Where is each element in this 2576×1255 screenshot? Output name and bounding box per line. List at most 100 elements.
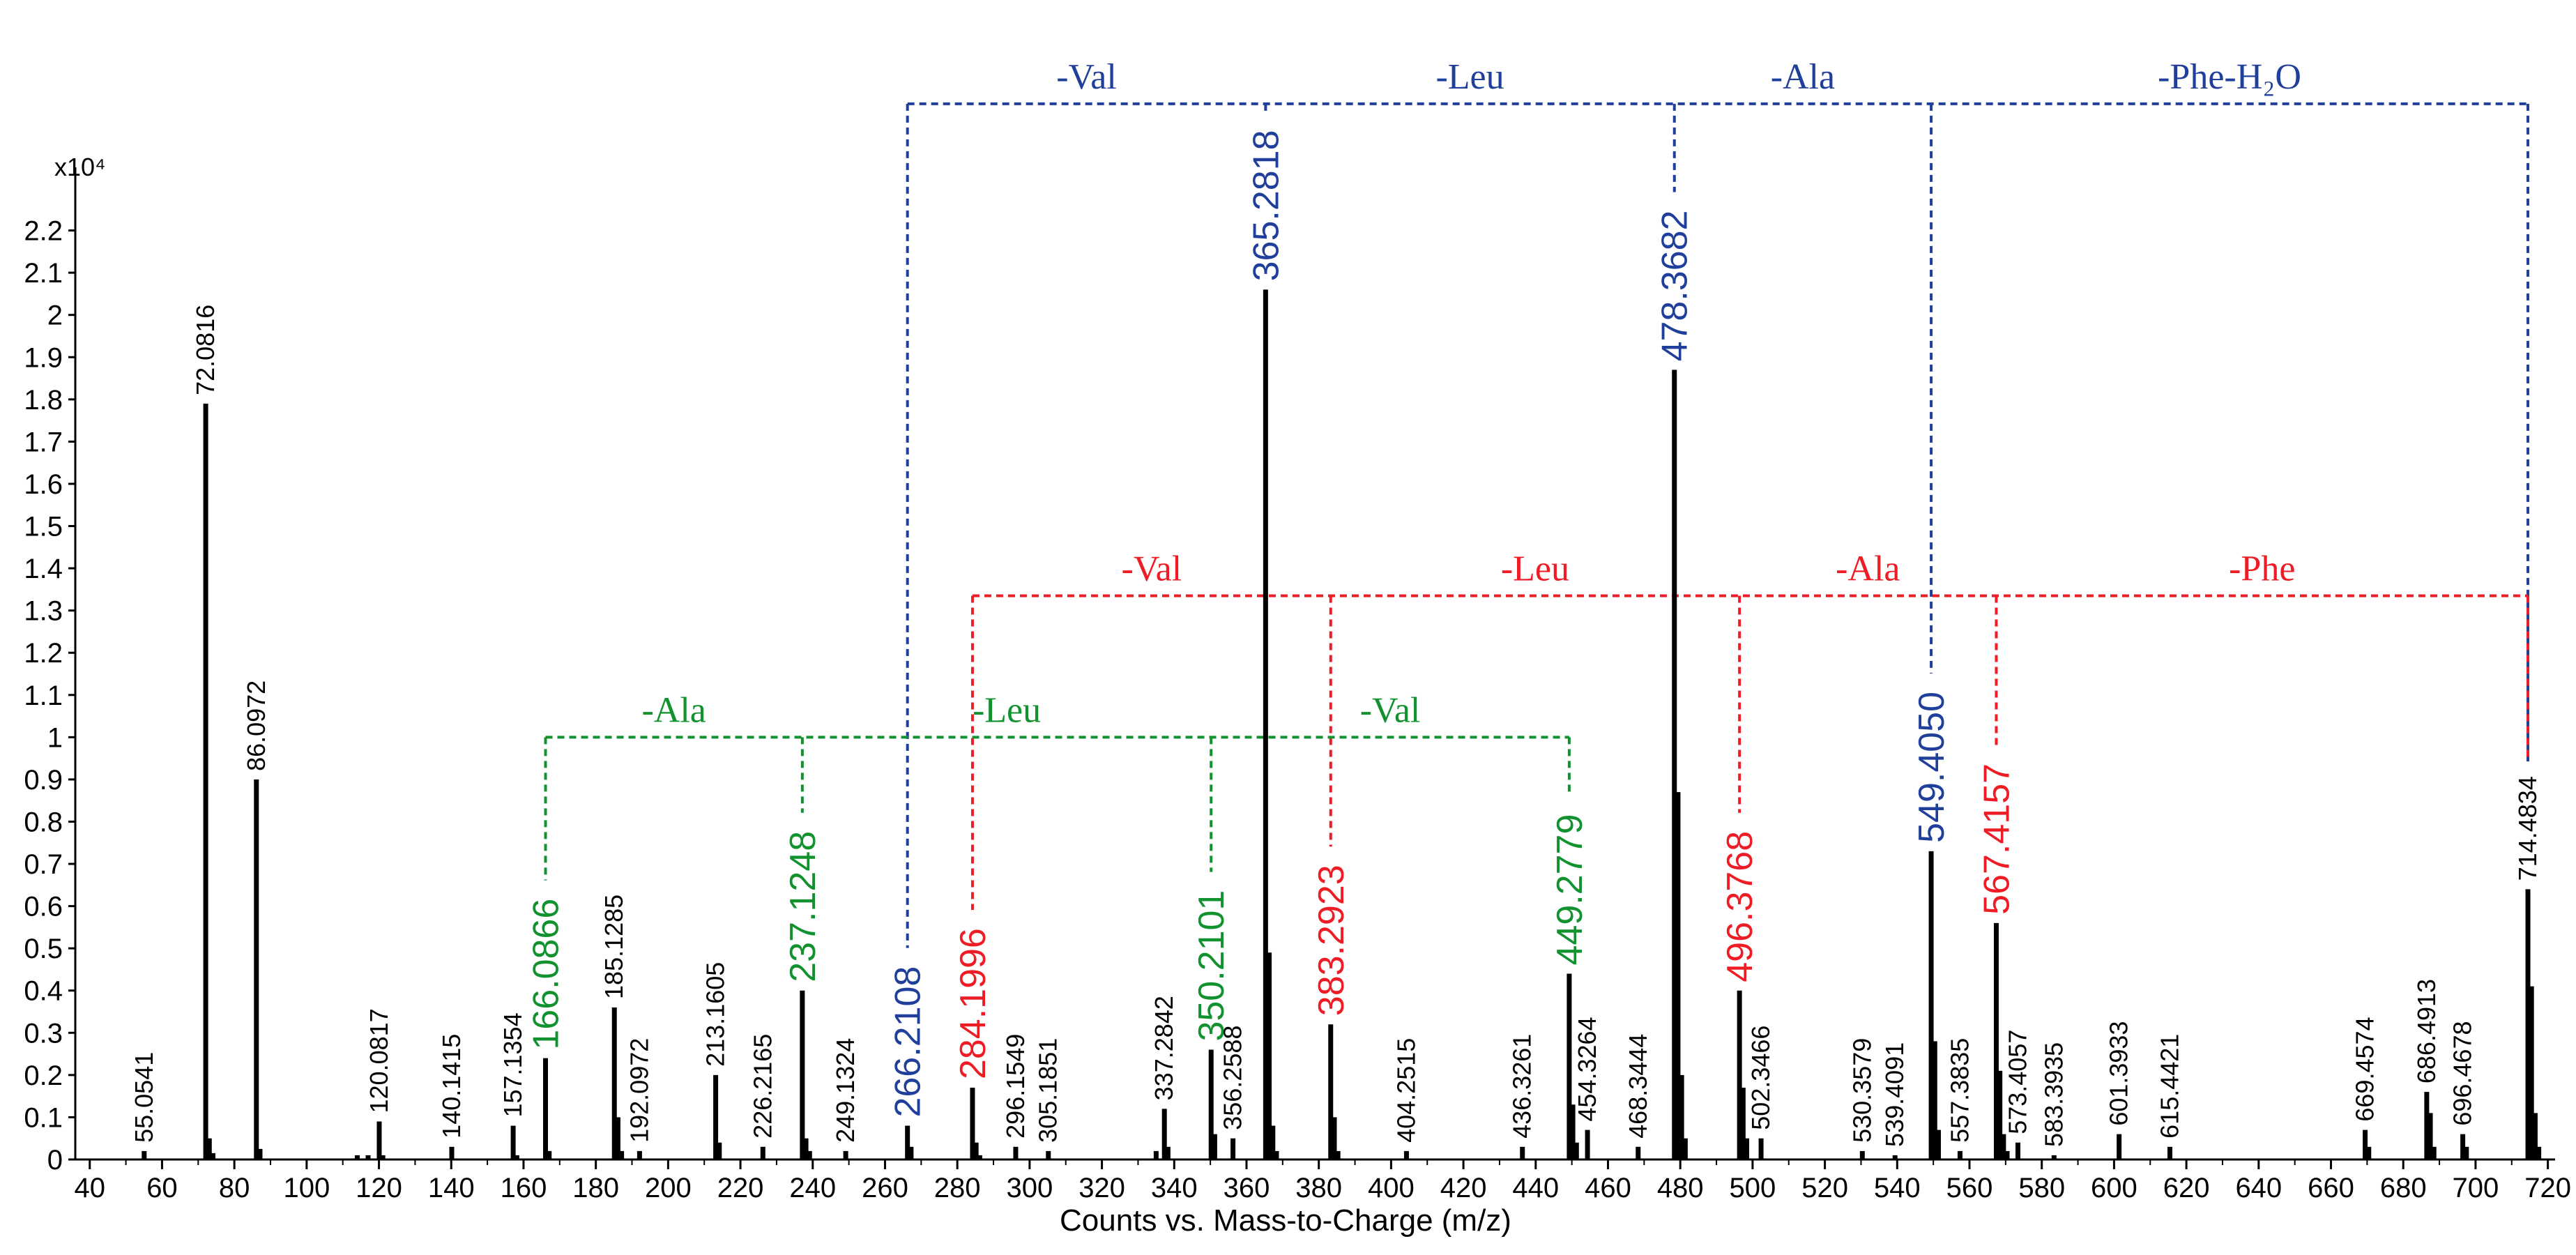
peak-bar xyxy=(1208,1049,1214,1159)
x-tick-label: 300 xyxy=(1006,1173,1053,1203)
peak-label: 601.3933 xyxy=(2105,1021,2133,1126)
peak-bar xyxy=(1520,1146,1525,1159)
y-scale-label: x10⁴ xyxy=(54,153,106,181)
peak-label: 530.3579 xyxy=(1847,1038,1876,1143)
minor-peak-bar xyxy=(1679,1074,1684,1159)
peak-label: 669.4574 xyxy=(2351,1017,2379,1121)
peak-bar xyxy=(449,1146,455,1159)
y-tick-label: 1.8 xyxy=(24,385,63,416)
fragment-ladders: -Val -Leu -Ala -Phe-H₂O -Val -Leu -Ala -Phe -Ala… xyxy=(544,57,2530,948)
loss-label: -Val xyxy=(1360,690,1421,730)
y-tick-label: 1.1 xyxy=(24,680,63,711)
peak-bar xyxy=(970,1088,975,1159)
y-tick-label: 1.7 xyxy=(24,427,63,457)
peak-label: 266.2108 xyxy=(888,966,929,1118)
peak-label: 567.4157 xyxy=(1976,763,2017,915)
x-tick-label: 540 xyxy=(1874,1173,1921,1203)
x-tick-label: 280 xyxy=(934,1173,981,1203)
peak-bar xyxy=(203,403,208,1160)
peak-bar xyxy=(1957,1150,1963,1159)
minor-peak-bar xyxy=(803,1138,809,1159)
peak-bar xyxy=(1859,1150,1865,1159)
minor-peak-bar xyxy=(380,1155,386,1159)
peak-label: 192.0972 xyxy=(625,1038,653,1143)
peak-label: 615.4421 xyxy=(2155,1034,2183,1139)
x-tick-label: 260 xyxy=(862,1173,908,1203)
minor-peak-bar xyxy=(717,1142,722,1159)
peak-label: 296.1549 xyxy=(1001,1034,1030,1139)
y-tick-label: 2 xyxy=(47,301,63,331)
peak-label: 696.4678 xyxy=(2448,1021,2477,1126)
peak-bar xyxy=(142,1150,147,1159)
loss-label: -Ala xyxy=(1836,549,1900,588)
peak-bar xyxy=(905,1125,910,1159)
x-tick-label: 580 xyxy=(2018,1173,2065,1203)
y-tick-label: 0.3 xyxy=(24,1018,63,1049)
peak-label: 383.2923 xyxy=(1311,865,1352,1016)
peak-bar xyxy=(1230,1138,1236,1159)
peak-label: 478.3682 xyxy=(1655,211,1695,362)
loss-label: -Leu xyxy=(1501,549,1569,588)
minor-peak-bar xyxy=(807,1150,812,1159)
peak-bar xyxy=(1263,289,1268,1159)
y-tick-label: 1.4 xyxy=(24,554,63,584)
peak-label: 237.1248 xyxy=(783,831,823,982)
peak-label: 502.3466 xyxy=(1746,1026,1775,1130)
peak-bar xyxy=(2525,889,2531,1159)
peak-bar xyxy=(611,1007,617,1159)
minor-peak-bar xyxy=(2366,1146,2372,1159)
peak-label: 350.2101 xyxy=(1191,890,1232,1042)
peak-label: 468.3444 xyxy=(1624,1034,1652,1139)
minor-peak-bar xyxy=(514,1155,519,1159)
peak-label: 549.4050 xyxy=(1912,692,1952,843)
x-tick-label: 420 xyxy=(1440,1173,1487,1203)
x-tick-label: 360 xyxy=(1224,1173,1270,1203)
peak-bar xyxy=(713,1074,719,1159)
peak-bar xyxy=(2363,1130,2368,1159)
peak-label: 454.3264 xyxy=(1573,1017,1601,1121)
peak-bar xyxy=(1328,1024,1334,1159)
x-tick-label: 120 xyxy=(356,1173,402,1203)
minor-peak-bar xyxy=(365,1155,371,1159)
peak-bar xyxy=(2117,1134,2122,1159)
minor-peak-bar xyxy=(977,1155,982,1159)
peak-label: 249.1324 xyxy=(831,1038,860,1143)
peak-label: 72.0816 xyxy=(191,305,220,395)
minor-peak-bar xyxy=(2532,1113,2538,1159)
peak-label: 449.2779 xyxy=(1550,814,1590,966)
x-tick-label: 720 xyxy=(2524,1173,2571,1203)
peak-bar xyxy=(2460,1134,2466,1159)
x-tick-label: 180 xyxy=(572,1173,619,1203)
peak-label: 365.2818 xyxy=(1246,130,1286,281)
peak-bar xyxy=(1567,973,1572,1159)
peak-bar xyxy=(1928,851,1934,1159)
peak-bar xyxy=(2167,1146,2172,1159)
loss-label: -Val xyxy=(1122,549,1182,588)
minor-peak-bar xyxy=(615,1117,620,1159)
minor-peak-bar xyxy=(1570,1104,1576,1159)
minor-peak-bar xyxy=(1573,1142,1579,1159)
peak-bar xyxy=(2051,1155,2057,1159)
y-tick-label: 0 xyxy=(47,1145,63,1176)
y-tick-label: 0.4 xyxy=(24,976,63,1007)
peak-label: 557.3835 xyxy=(1945,1038,1974,1143)
peak-bar xyxy=(1758,1138,1764,1159)
peak-label: 226.2165 xyxy=(748,1034,777,1139)
x-tick-label: 440 xyxy=(1512,1173,1559,1203)
minor-peak-bar xyxy=(2001,1134,2006,1159)
y-tick-label: 2.1 xyxy=(24,258,63,289)
y-tick-label: 1.3 xyxy=(24,596,63,627)
x-tick-label: 240 xyxy=(789,1173,836,1203)
y-tick-label: 1 xyxy=(47,722,63,753)
minor-peak-bar xyxy=(2529,986,2534,1159)
loss-label: -Leu xyxy=(973,690,1041,730)
loss-label: -Leu xyxy=(1435,57,1504,97)
peak-label: 284.1996 xyxy=(953,928,993,1079)
minor-peak-bar xyxy=(1935,1130,1941,1159)
loss-label: -Ala xyxy=(1771,57,1835,97)
minor-peak-bar xyxy=(2464,1146,2469,1159)
x-tick-label: 80 xyxy=(219,1173,250,1203)
peak-bar xyxy=(376,1121,382,1159)
y-tick-label: 0.1 xyxy=(24,1102,63,1133)
